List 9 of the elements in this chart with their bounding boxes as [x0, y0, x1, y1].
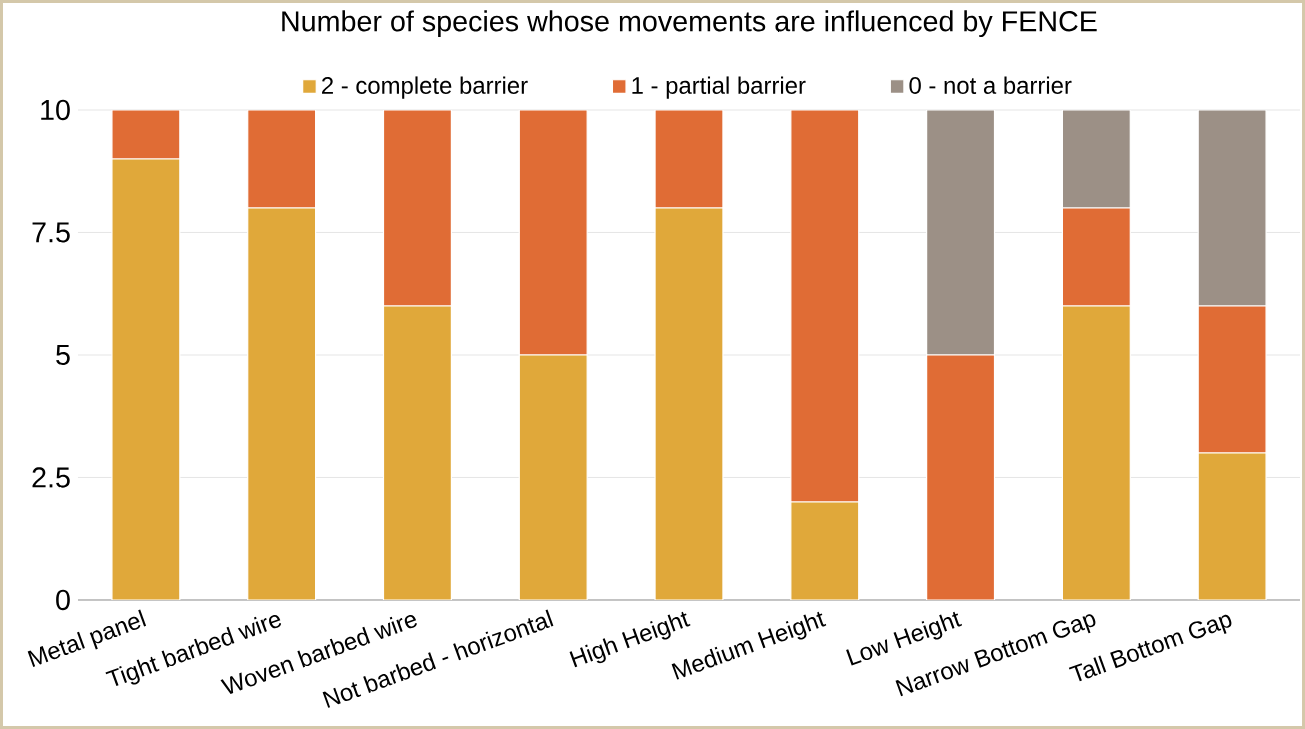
chart-title: Number of species whose movements are influenced by FENCE — [282, 10, 1097, 38]
y-tick-label: 7.5 — [32, 222, 70, 243]
y-tick-label: 0 — [56, 589, 70, 611]
legend-label: 1 - partial barrier — [632, 76, 806, 99]
y-tick-label: 10 — [41, 99, 70, 121]
y-tick-label: 5 — [56, 344, 70, 365]
legend-label: 0 - not a barrier — [909, 76, 1072, 94]
legend-label: 2 - complete barrier — [322, 76, 528, 99]
y-tick-label: 2.5 — [32, 467, 70, 488]
